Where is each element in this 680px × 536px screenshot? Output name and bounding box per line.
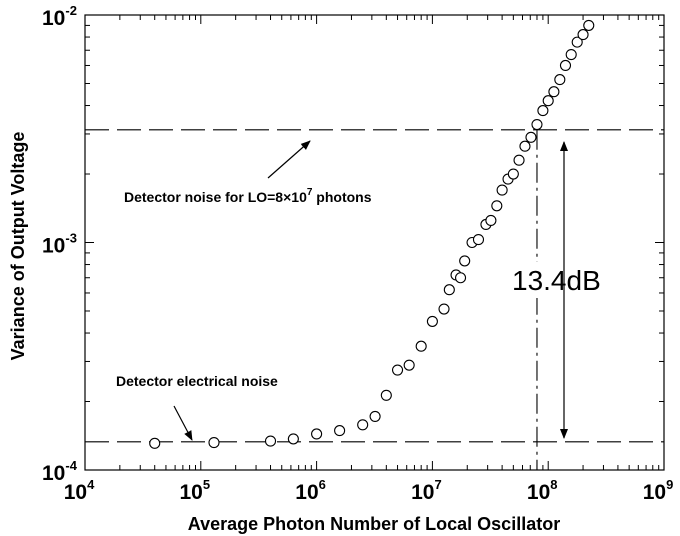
ratio-label-background bbox=[510, 262, 608, 298]
data-point bbox=[559, 59, 572, 72]
data-point bbox=[149, 437, 161, 449]
data-point bbox=[531, 118, 543, 131]
detector-noise-arrow bbox=[267, 140, 311, 179]
x-axis-title: Average Photon Number of Local Oscillato… bbox=[188, 514, 560, 534]
data-point bbox=[577, 29, 589, 41]
data-point bbox=[583, 19, 595, 31]
data-point bbox=[415, 340, 427, 352]
x-tick-label: 104 bbox=[64, 477, 95, 504]
plot-frame bbox=[84, 14, 665, 471]
x-tick-label: 107 bbox=[411, 477, 442, 504]
data-point bbox=[542, 95, 554, 107]
data-point bbox=[507, 168, 519, 180]
axis-ticks bbox=[84, 14, 665, 471]
data-point bbox=[208, 437, 220, 449]
data-point bbox=[565, 49, 577, 61]
data-point bbox=[548, 86, 560, 98]
reference-lines bbox=[85, 129, 664, 470]
data-point bbox=[264, 435, 277, 447]
data-point bbox=[311, 428, 323, 440]
data-point bbox=[287, 433, 299, 445]
data-point bbox=[438, 303, 450, 315]
electrical-noise-label: Detector electrical noise bbox=[116, 373, 278, 389]
data-point bbox=[459, 255, 471, 267]
data-point bbox=[519, 140, 531, 152]
y-tick-label: 10-4 bbox=[42, 458, 78, 485]
data-point bbox=[391, 364, 404, 376]
data-point bbox=[491, 200, 503, 212]
data-point bbox=[513, 154, 525, 166]
x-tick-label: 105 bbox=[180, 477, 211, 504]
x-tick-label: 106 bbox=[295, 477, 326, 504]
data-point bbox=[369, 410, 381, 422]
y-tick-label: 10-3 bbox=[42, 231, 77, 258]
data-point bbox=[496, 184, 508, 196]
data-point bbox=[357, 419, 369, 431]
data-point bbox=[485, 214, 497, 227]
data-point bbox=[554, 74, 566, 86]
data-point bbox=[426, 315, 438, 327]
electrical-noise-arrow bbox=[173, 405, 193, 441]
data-point bbox=[472, 234, 485, 246]
data-point bbox=[571, 36, 583, 48]
x-tick-label: 108 bbox=[527, 477, 558, 504]
y-tick-label: 10-2 bbox=[42, 3, 77, 30]
data-point bbox=[334, 425, 346, 437]
y-axis-title: Variance of Output Voltage bbox=[8, 132, 28, 361]
data-point bbox=[403, 359, 415, 371]
x-tick-label: 109 bbox=[643, 477, 674, 504]
data-point bbox=[380, 389, 392, 401]
detector-noise-label: Detector noise for LO=8×107 photons bbox=[124, 187, 372, 205]
axis-tick-labels: 104 105 106 107 108 109 10-4 10-3 10-2 bbox=[42, 3, 673, 504]
data-point bbox=[537, 105, 549, 117]
data-point bbox=[454, 272, 467, 284]
ratio-label: 13.4dB bbox=[512, 265, 601, 296]
data-points bbox=[149, 19, 595, 449]
data-point bbox=[443, 284, 455, 296]
data-point bbox=[525, 131, 537, 143]
